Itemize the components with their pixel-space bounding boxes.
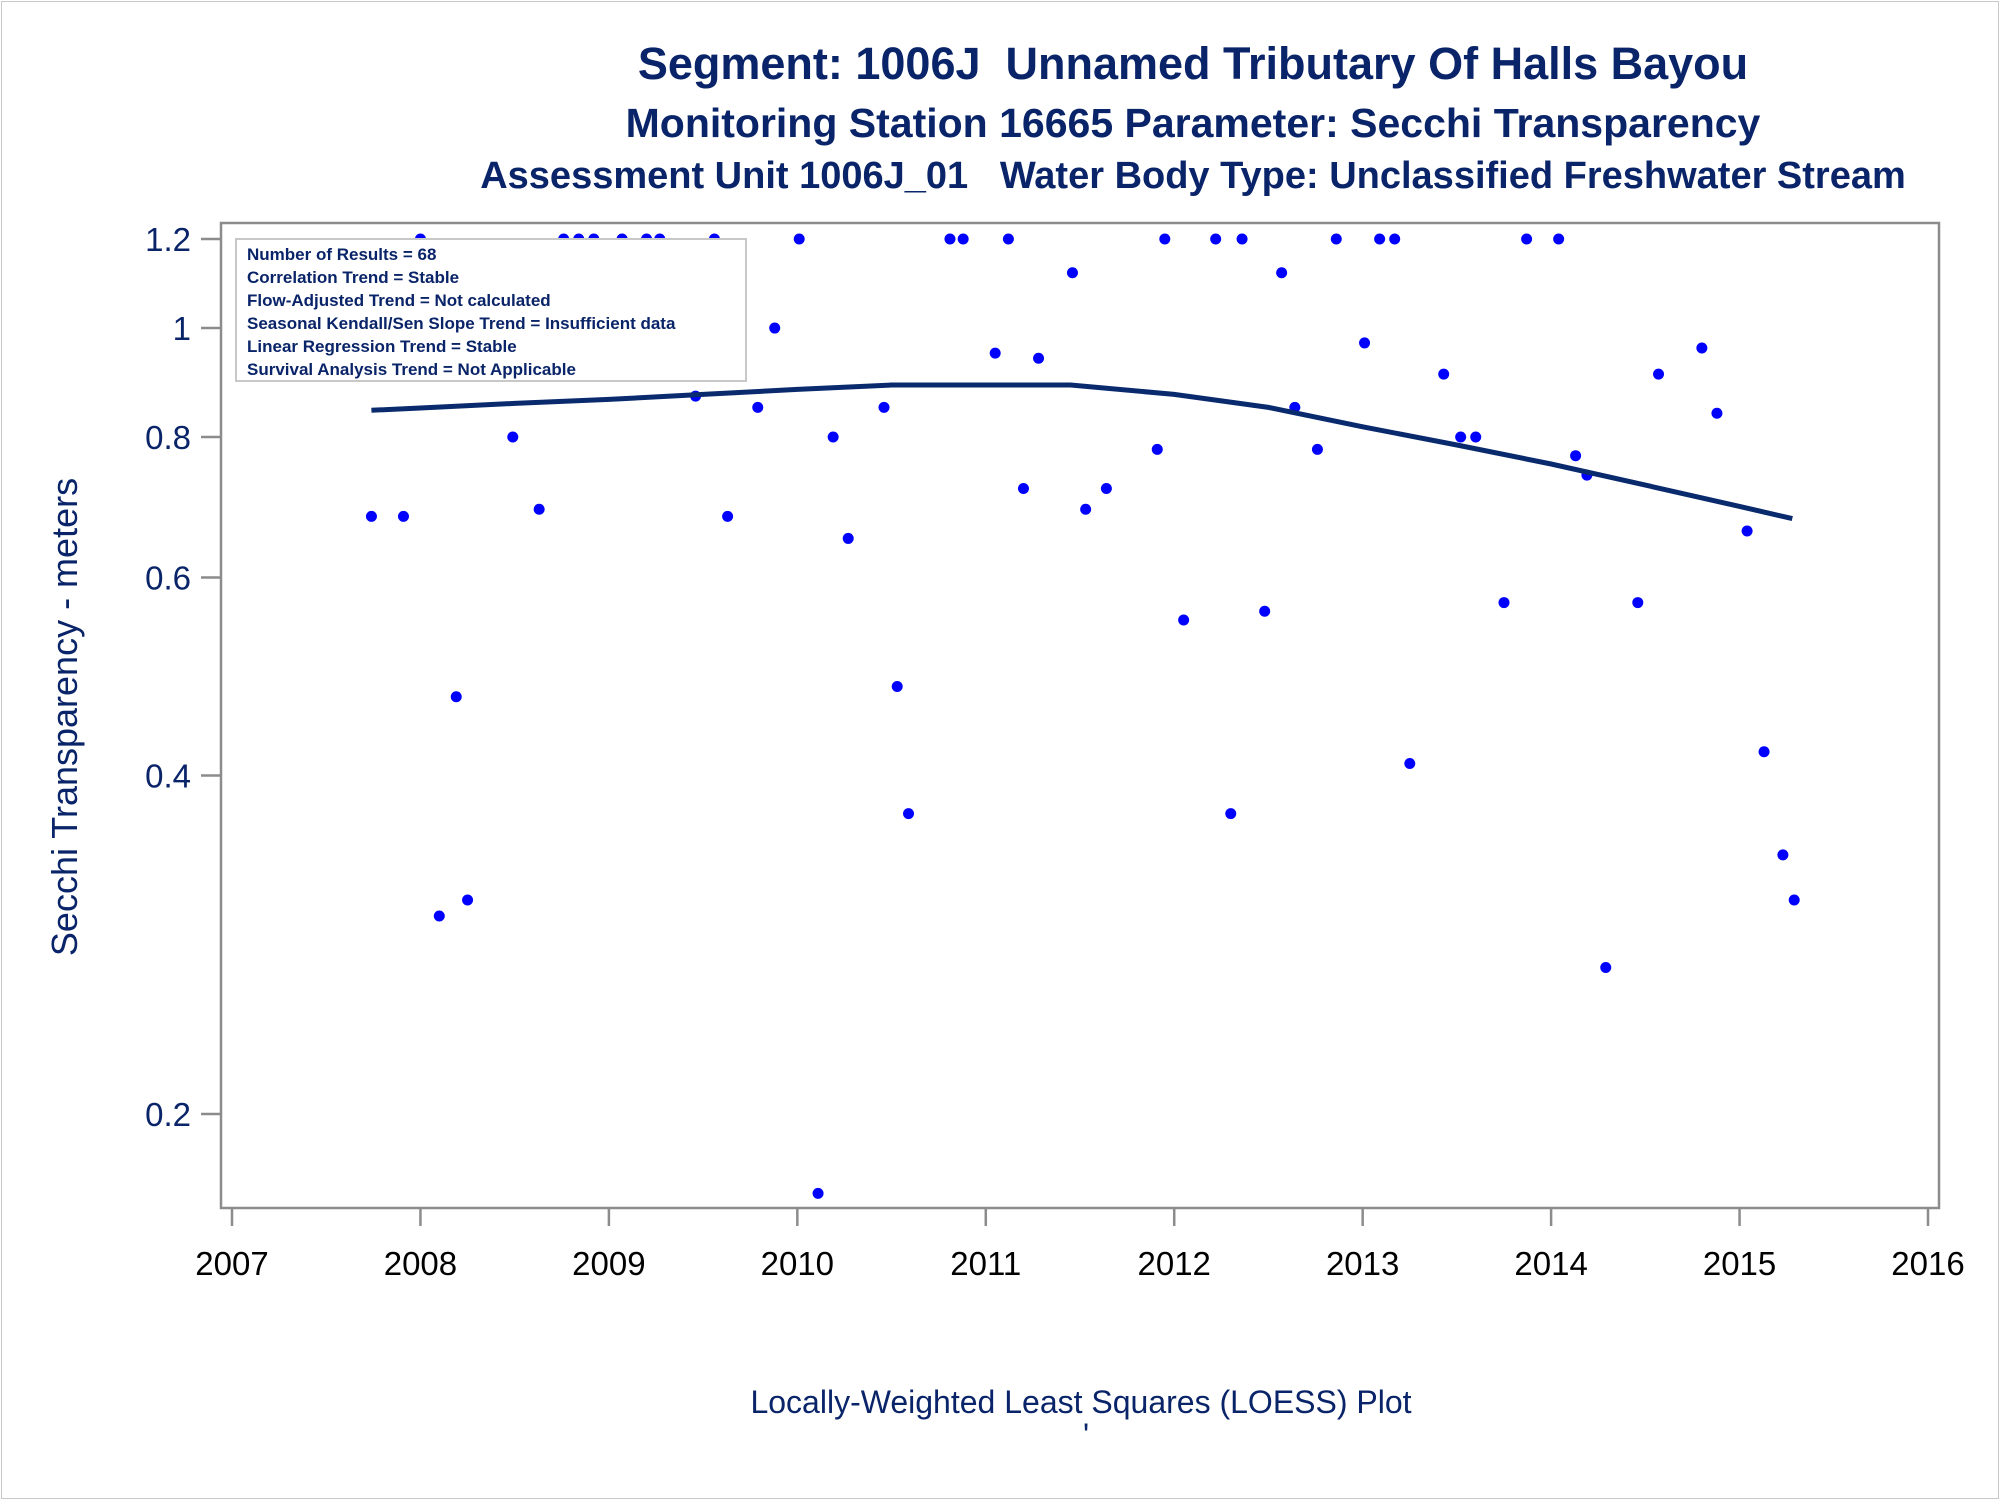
data-point	[722, 510, 734, 522]
data-point	[1632, 597, 1644, 609]
data-point	[433, 910, 445, 922]
data-point	[1033, 352, 1045, 364]
data-point	[957, 233, 969, 245]
x-tick-label: 2012	[1138, 1245, 1211, 1282]
data-point	[1570, 450, 1582, 462]
stats-line: Number of Results = 68	[247, 245, 436, 264]
data-point	[1359, 337, 1371, 349]
y-tick-label: 0.4	[145, 758, 191, 795]
data-point	[793, 233, 805, 245]
data-point	[1210, 233, 1222, 245]
data-point	[752, 401, 764, 413]
x-tick-label: 2007	[195, 1245, 268, 1282]
x-tick-label: 2016	[1891, 1245, 1964, 1282]
data-point	[944, 233, 956, 245]
data-point	[903, 808, 915, 820]
chart-subtitle-station: Monitoring Station 16665 Parameter: Secc…	[625, 100, 1761, 146]
data-point	[1600, 961, 1612, 973]
data-point	[1711, 407, 1723, 419]
y-tick-label: 1	[173, 310, 191, 347]
x-tick-label: 2015	[1703, 1245, 1776, 1282]
data-point	[1741, 525, 1753, 537]
x-tick-label: 2010	[761, 1245, 834, 1282]
data-point	[1758, 746, 1770, 758]
data-point	[1259, 605, 1271, 617]
data-point	[1521, 233, 1533, 245]
data-point	[533, 503, 545, 515]
data-point	[1151, 443, 1163, 455]
data-point	[397, 510, 409, 522]
data-point	[1438, 368, 1450, 380]
y-tick-label: 1.2	[145, 221, 191, 258]
data-point	[1653, 368, 1665, 380]
data-point	[1017, 482, 1029, 494]
stats-line: Linear Regression Trend = Stable	[247, 337, 517, 356]
data-point	[1470, 431, 1482, 443]
data-point	[812, 1187, 824, 1199]
plot-footnote-mark: '	[1083, 1417, 1089, 1453]
data-point	[1777, 849, 1789, 861]
data-point	[891, 681, 903, 693]
x-tick-label: 2011	[950, 1245, 1021, 1282]
data-point	[1455, 431, 1467, 443]
loess-curve	[371, 382, 1793, 522]
data-point	[842, 532, 854, 544]
data-point	[1330, 233, 1342, 245]
data-point	[1553, 233, 1565, 245]
data-point	[1311, 443, 1323, 455]
data-point	[1066, 267, 1078, 279]
data-point	[1374, 233, 1386, 245]
chart-title: Segment: 1006J Unnamed Tributary Of Hall…	[637, 38, 1749, 89]
chart-subtitle-assessment: Assessment Unit 1006J_01 Water Body Type…	[480, 155, 1906, 197]
y-tick-label: 0.2	[145, 1096, 191, 1133]
data-point	[1178, 614, 1190, 626]
y-axis: 0.2 0.4 0.6 0.8 1 1.2	[145, 221, 221, 1133]
data-point	[1225, 808, 1237, 820]
data-point	[1276, 267, 1288, 279]
data-point	[507, 431, 519, 443]
data-point	[1389, 233, 1401, 245]
x-tick-label: 2009	[572, 1245, 645, 1282]
data-point	[450, 691, 462, 703]
data-point	[1236, 233, 1248, 245]
data-point	[827, 431, 839, 443]
stats-line: Correlation Trend = Stable	[247, 268, 459, 287]
y-tick-label: 0.8	[145, 419, 191, 456]
data-point	[1080, 503, 1092, 515]
stats-box: Number of Results = 68 Correlation Trend …	[235, 238, 747, 382]
y-tick-label: 0.6	[145, 560, 191, 597]
stats-line: Flow-Adjusted Trend = Not calculated	[247, 291, 551, 310]
data-point	[365, 510, 377, 522]
plot-area	[219, 221, 1941, 1210]
data-point	[769, 322, 781, 334]
x-axis: 2007 2008 2009 2010 2011 2012 2013 2014 2015 2016	[195, 1208, 1965, 1282]
data-point	[1788, 894, 1800, 906]
data-point	[1002, 233, 1014, 245]
stats-line: Survival Analysis Trend = Not Applicable	[247, 360, 576, 379]
y-axis-title: Secchi Transparency - meters	[44, 478, 85, 956]
data-point	[878, 401, 890, 413]
data-point	[462, 894, 474, 906]
data-point	[1498, 597, 1510, 609]
data-point	[1100, 482, 1112, 494]
x-tick-label: 2013	[1326, 1245, 1399, 1282]
data-points	[365, 233, 1800, 1199]
stats-box-border	[235, 238, 747, 382]
stats-line: Seasonal Kendall/Sen Slope Trend = Insuf…	[247, 314, 676, 333]
plot-footnote: Locally-Weighted Least Squares (LOESS) P…	[750, 1384, 1411, 1420]
data-point	[989, 347, 1001, 359]
data-point	[1696, 342, 1708, 354]
data-point	[1404, 757, 1416, 769]
x-tick-label: 2008	[384, 1245, 457, 1282]
data-point	[1159, 233, 1171, 245]
x-tick-label: 2014	[1514, 1245, 1587, 1282]
